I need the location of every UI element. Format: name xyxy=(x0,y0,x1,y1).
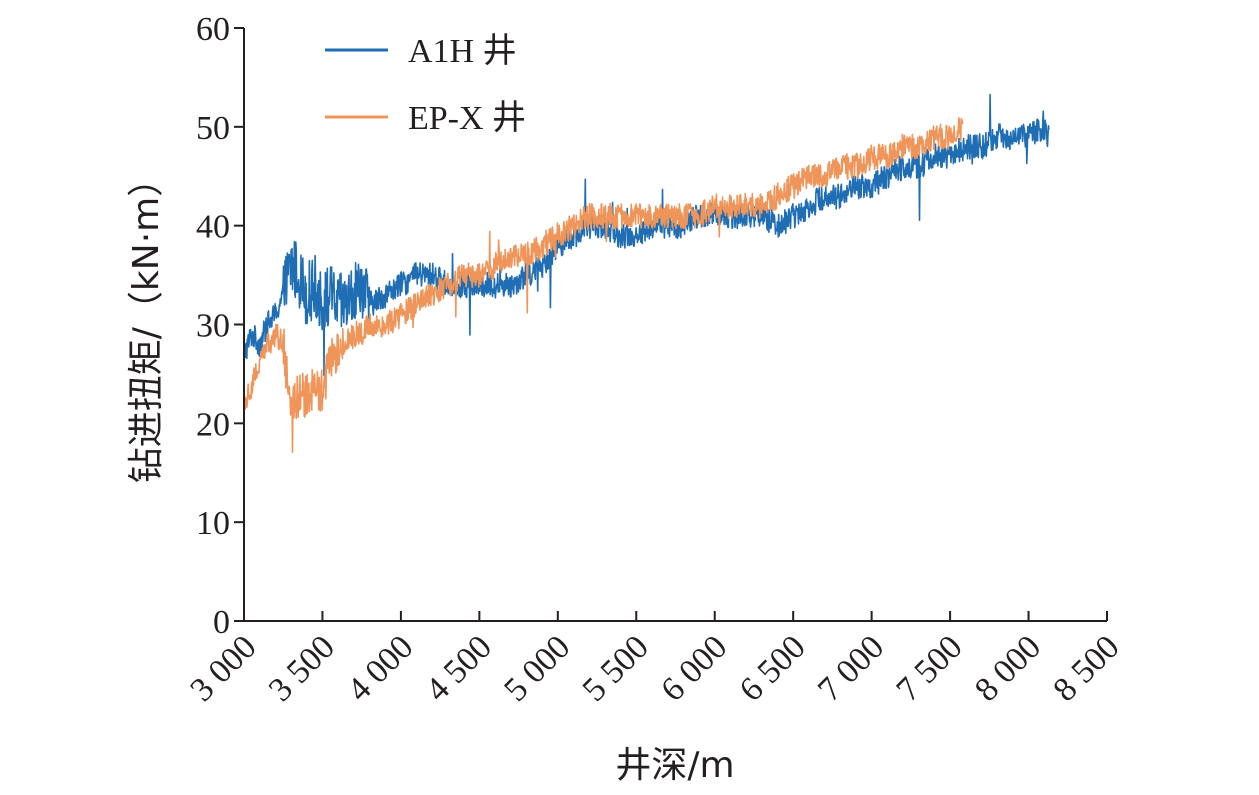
y-tick-label: 20 xyxy=(196,406,230,443)
legend-label-ep-x: EP-X 井 xyxy=(408,99,526,137)
y-tick-label: 10 xyxy=(196,505,230,542)
x-tick-label: 4 500 xyxy=(419,628,499,708)
legend-label-a1h: A1H 井 xyxy=(408,32,517,70)
x-tick-label: 4 000 xyxy=(340,628,420,708)
y-tick-label: 30 xyxy=(196,308,230,345)
plot-area xyxy=(243,93,1050,454)
x-tick-label: 5 000 xyxy=(497,628,577,708)
x-tick-label: 6 000 xyxy=(654,628,734,708)
y-tick-label: 0 xyxy=(213,604,230,641)
x-tick-label: 8 500 xyxy=(1046,628,1126,708)
legend: A1H 井 EP-X 井 xyxy=(325,32,526,137)
x-axis-title: 井深/m xyxy=(615,745,734,786)
y-tick-label: 60 xyxy=(196,11,230,48)
y-axis-title: 钻进扭矩/（kN·m） xyxy=(126,161,167,483)
x-tick-label: 7 000 xyxy=(811,628,891,708)
series-line-ep-x xyxy=(243,117,964,454)
y-tick-label: 50 xyxy=(196,110,230,147)
x-tick-label: 3 500 xyxy=(262,628,342,708)
x-tick-label: 8 000 xyxy=(968,628,1048,708)
x-tick-label: 5 500 xyxy=(576,628,656,708)
x-tick-label: 7 500 xyxy=(889,628,969,708)
x-tick-label: 6 500 xyxy=(733,628,813,708)
y-tick-label: 40 xyxy=(196,209,230,246)
